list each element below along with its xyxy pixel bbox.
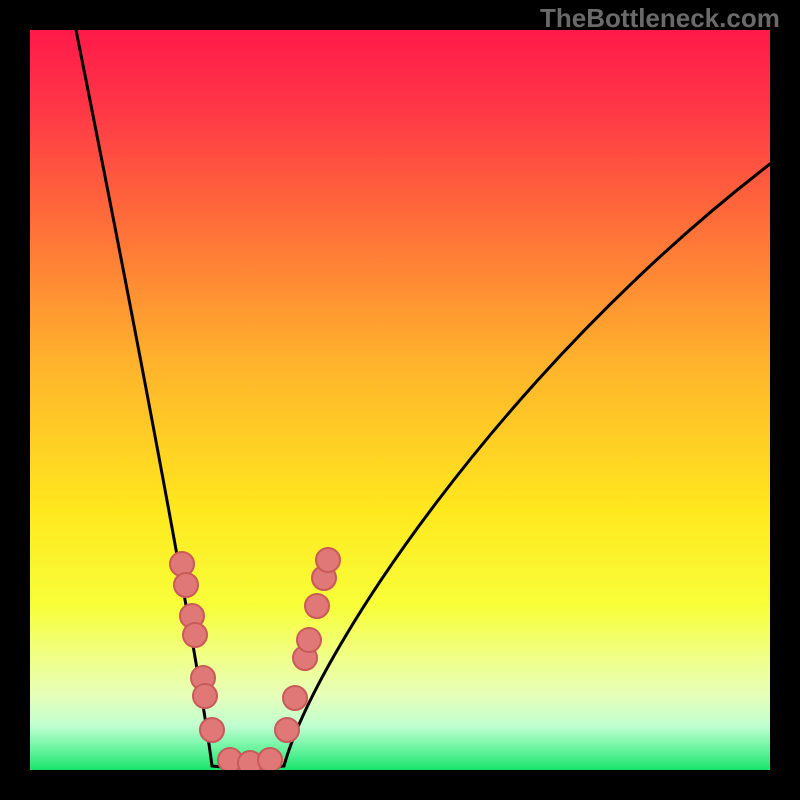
chart-stage: TheBottleneck.com	[0, 0, 800, 800]
marker-right-6	[316, 548, 340, 572]
plot-svg	[30, 30, 770, 770]
watermark-text: TheBottleneck.com	[540, 3, 780, 34]
marker-right-0	[275, 718, 299, 742]
marker-left-6	[200, 718, 224, 742]
marker-left-3	[183, 623, 207, 647]
marker-right-4	[305, 594, 329, 618]
marker-right-1	[283, 686, 307, 710]
marker-left-1	[174, 573, 198, 597]
gradient-background	[30, 30, 770, 770]
plot-area	[30, 30, 770, 770]
marker-right-3	[297, 628, 321, 652]
marker-left-5	[193, 684, 217, 708]
marker-floor-2	[258, 748, 282, 770]
marker-left-0	[170, 552, 194, 576]
